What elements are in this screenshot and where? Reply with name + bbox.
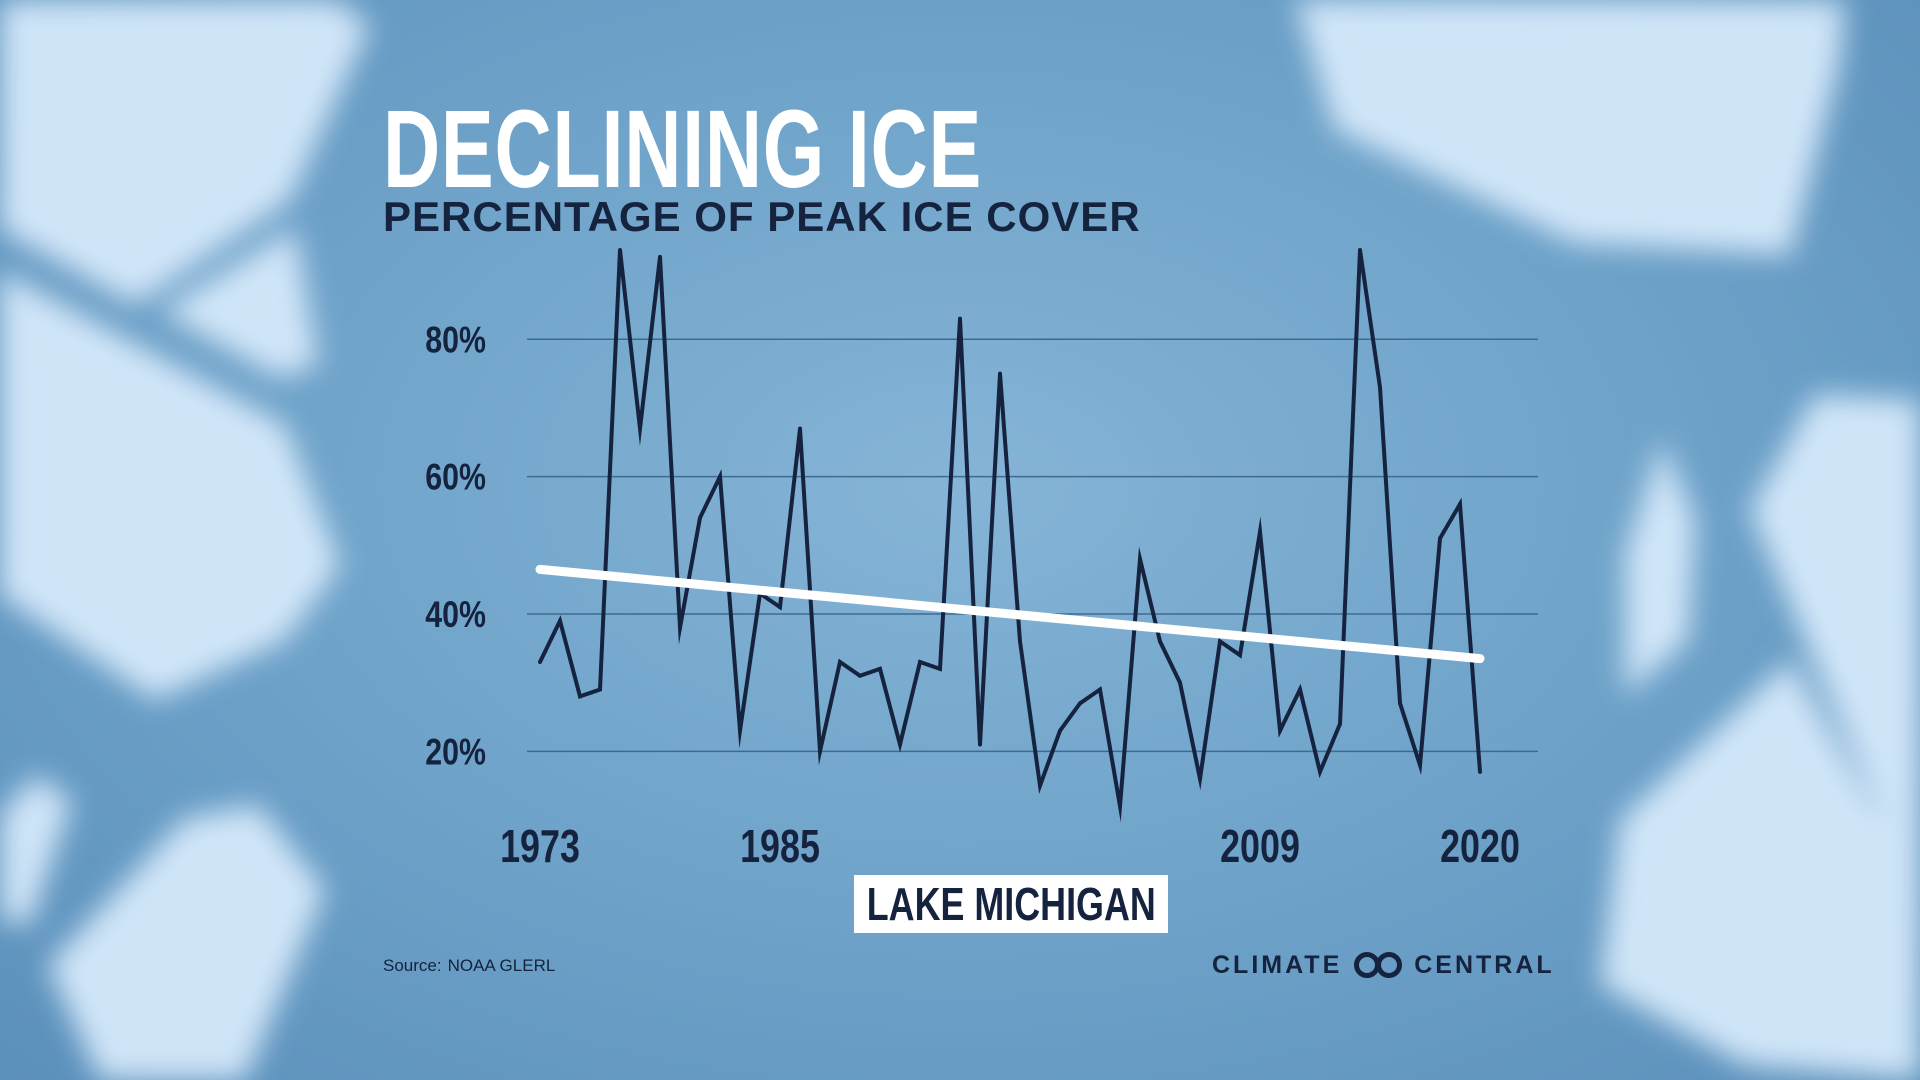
data-point-1980 [678, 625, 682, 630]
data-point-2019 [1458, 502, 1462, 507]
y-tick-label-20: 20% [425, 732, 486, 774]
ice-shard [48, 805, 325, 1080]
x-tick-label-1973: 1973 [500, 821, 580, 872]
data-point-2020 [1478, 769, 1482, 774]
y-tick-label-80: 80% [425, 319, 486, 361]
data-point-2014 [1358, 248, 1362, 252]
trend-line-layer [535, 564, 1485, 664]
data-point-2012 [1318, 769, 1322, 774]
data-point-2004 [1158, 639, 1162, 644]
infinity-rings-icon [1354, 952, 1403, 978]
data-point-2002 [1118, 804, 1122, 809]
ice-shard [1295, 0, 1845, 255]
data-point-1991 [898, 742, 902, 747]
y-tick-label-60: 60% [425, 457, 486, 499]
ice-shard [1625, 440, 1695, 695]
data-point-1993 [938, 666, 942, 671]
data-point-2017 [1418, 763, 1422, 768]
ice-shard [0, 270, 340, 700]
ice-shard [0, 0, 370, 305]
data-point-1977 [618, 248, 622, 252]
data-point-1983 [738, 728, 742, 733]
source-note: Source: NOAA GLERL [383, 956, 561, 976]
data-point-1973 [538, 660, 542, 665]
data-point-1978 [638, 426, 642, 431]
ice-shard [1750, 395, 1920, 910]
data-point-1975 [578, 694, 582, 699]
x-tick-label-2020: 2020 [1440, 821, 1520, 872]
ice-shard [1600, 660, 1920, 1080]
lake-label: LAKE MICHIGAN [866, 878, 1156, 930]
y-axis-labels: 20% 40% 60% 80% [425, 319, 486, 773]
data-point-2000 [1078, 701, 1082, 706]
data-point-2018 [1438, 536, 1442, 541]
data-point-2001 [1098, 687, 1102, 692]
data-point-1996 [998, 371, 1002, 376]
data-point-2016 [1398, 701, 1402, 706]
source-label: Source: [383, 956, 442, 975]
data-point-1986 [798, 426, 802, 431]
data-point-1995 [978, 742, 982, 747]
y-tick-label-40: 40% [425, 594, 486, 636]
data-point-1982 [718, 474, 722, 479]
data-point-1994 [958, 316, 962, 321]
data-point-2011 [1298, 687, 1302, 692]
data-point-2015 [1378, 385, 1382, 390]
data-point-1998 [1038, 783, 1042, 788]
data-point-2006 [1198, 776, 1202, 781]
data-point-1974 [558, 618, 562, 623]
data-point-1989 [858, 673, 862, 678]
data-point-1990 [878, 666, 882, 671]
data-point-1988 [838, 660, 842, 665]
data-point-2010 [1278, 728, 1282, 733]
source-value: NOAA GLERL [447, 956, 556, 975]
data-point-2003 [1138, 557, 1142, 562]
data-point-1987 [818, 749, 822, 754]
ice-shard [160, 228, 318, 378]
data-point-1997 [1018, 639, 1022, 644]
series-lines [538, 248, 1482, 823]
brand-right-text: CENTRAL [1414, 950, 1555, 979]
x-tick-label-1985: 1985 [740, 821, 820, 872]
data-point-2009 [1258, 529, 1262, 534]
data-point-2013 [1338, 721, 1342, 726]
brand-left-text: CLIMATE [1212, 950, 1343, 979]
data-point-2008 [1238, 653, 1242, 658]
data-point-1999 [1058, 728, 1062, 733]
data-point-1976 [598, 687, 602, 692]
x-axis-labels: 1973 1985 2009 2020 [500, 821, 1520, 872]
chart-title: DECLINING ICE [383, 88, 982, 211]
data-point-1979 [658, 254, 662, 259]
grid-lines [527, 338, 1538, 753]
ice-shard [0, 775, 72, 925]
lake-label-box: LAKE MICHIGAN [854, 875, 1168, 933]
x-tick-label-2009: 2009 [1220, 821, 1300, 872]
data-point-1981 [698, 515, 702, 520]
chart-subtitle: PERCENTAGE OF PEAK ICE COVER [383, 193, 1141, 240]
data-point-1985 [778, 605, 782, 610]
climate-central-logo: CLIMATE CENTRAL [1212, 948, 1555, 982]
data-point-2005 [1178, 680, 1182, 685]
data-point-2007 [1218, 639, 1222, 644]
trend-line [535, 564, 1485, 664]
data-point-1992 [918, 660, 922, 665]
ice-cover-line [538, 249, 1482, 823]
